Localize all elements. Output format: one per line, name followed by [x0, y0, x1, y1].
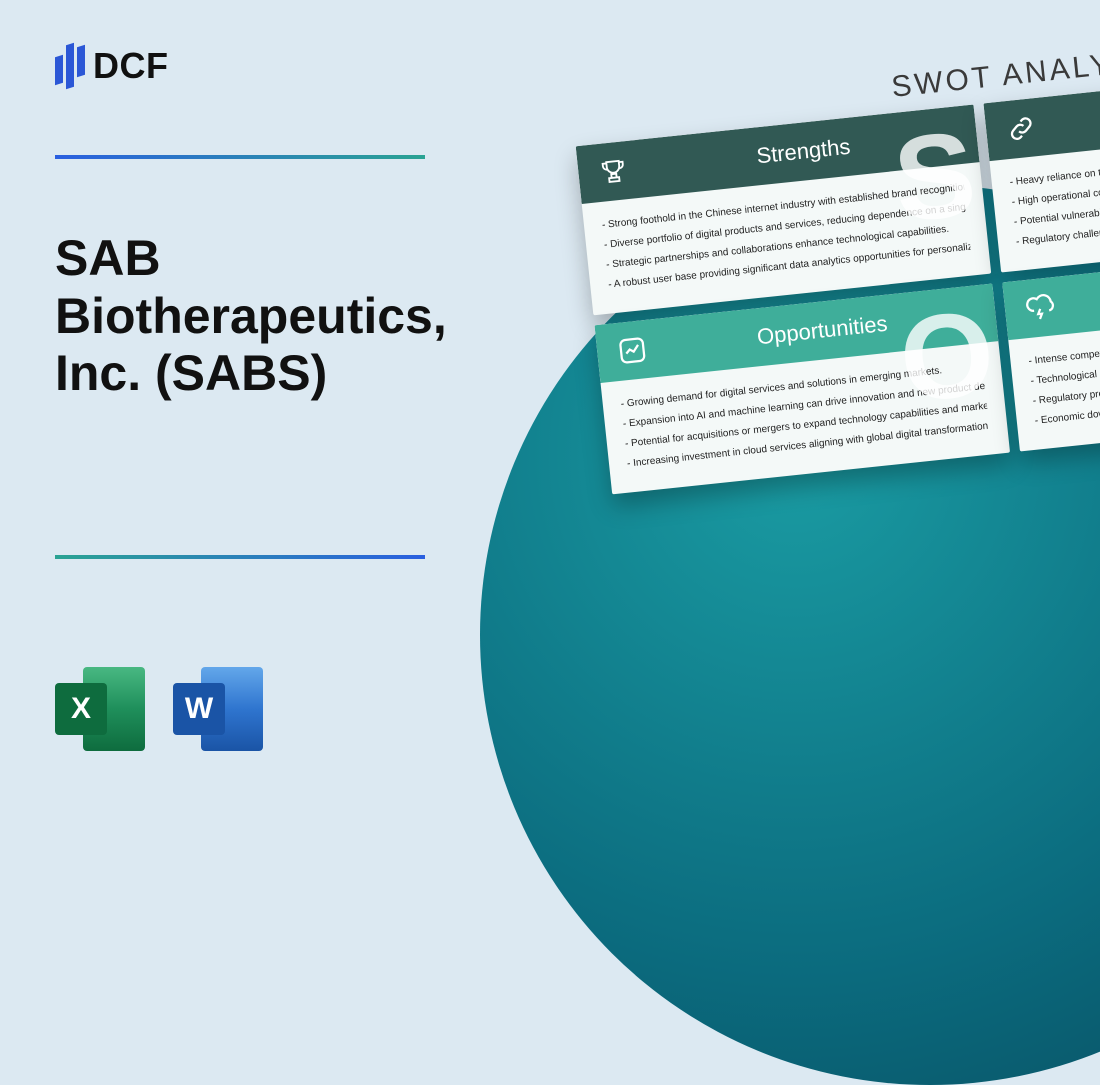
- excel-badge: X: [55, 683, 107, 735]
- trophy-icon: [595, 153, 632, 190]
- logo: DCF: [55, 42, 169, 90]
- chart-icon: [614, 332, 651, 369]
- divider-bottom: [55, 555, 425, 559]
- excel-icon: X: [55, 665, 145, 755]
- file-icons: X W: [55, 665, 263, 755]
- card-strengths: Strengths - Strong foothold in the Chine…: [576, 104, 992, 315]
- word-icon: W: [173, 665, 263, 755]
- swot-grid: Strengths - Strong foothold in the Chine…: [576, 79, 1100, 494]
- logo-text: DCF: [93, 45, 169, 87]
- card-weaknesses: - Heavy reliance on the domestic - High …: [983, 80, 1100, 272]
- word-badge: W: [173, 683, 225, 735]
- storm-icon: [1021, 289, 1058, 326]
- card-threats: - Intense competition - Technological di…: [1002, 259, 1100, 451]
- page: DCF SAB Biotherapeutics, Inc. (SABS) X W…: [0, 0, 1100, 805]
- divider-top: [55, 155, 425, 159]
- page-title: SAB Biotherapeutics, Inc. (SABS): [55, 230, 475, 403]
- swot-area: SWOT ANALYSIS Strengths - Strong foothol…: [571, 38, 1100, 495]
- link-icon: [1003, 110, 1040, 147]
- logo-bars-icon: [55, 42, 85, 90]
- card-threats-header: [1002, 259, 1100, 340]
